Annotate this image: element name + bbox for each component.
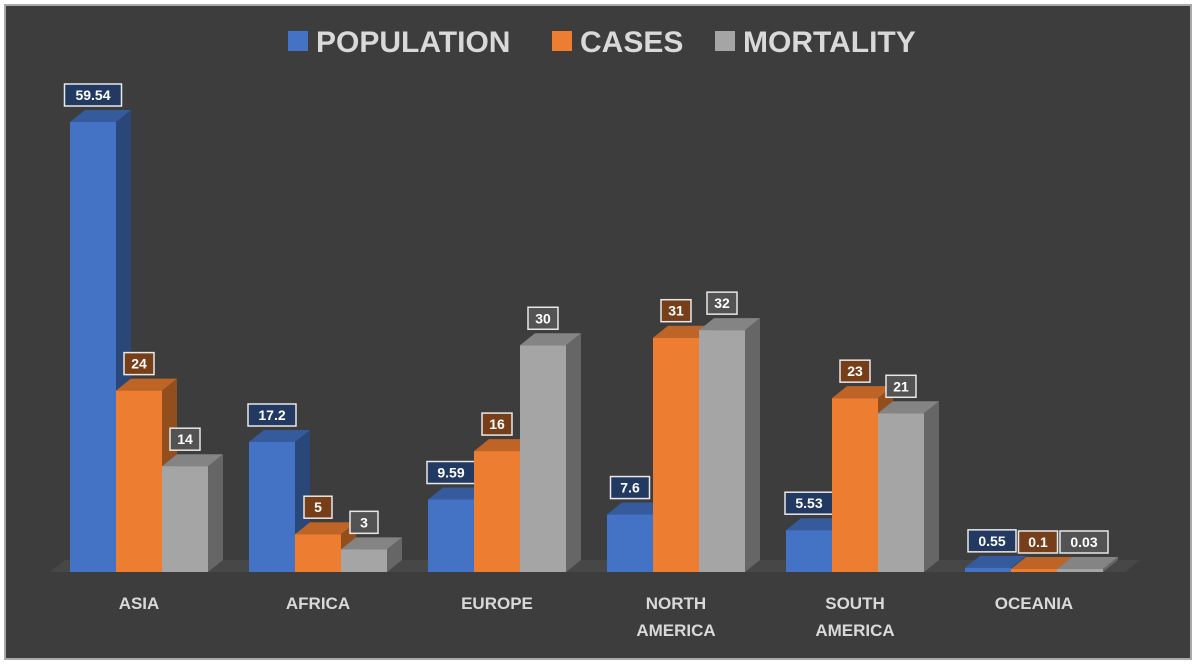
data-label-box-mortality-1 — [349, 510, 379, 535]
bar-top-cases-1 — [295, 522, 356, 535]
data-label-mortality-0: 14 — [177, 431, 193, 447]
data-label-cases-0: 24 — [131, 356, 147, 372]
legend-swatch-population — [288, 31, 308, 51]
data-label-box-mortality-3 — [706, 291, 738, 315]
bar-mortality-3 — [699, 330, 745, 572]
legend-swatch-cases — [552, 31, 572, 51]
bar-cases-1 — [295, 534, 341, 572]
data-label-box-cases-0 — [123, 351, 155, 376]
category-label-4-1: AMERICA — [815, 621, 894, 640]
bar-top-population-5 — [965, 555, 1026, 568]
bar-top-population-1 — [249, 430, 310, 443]
data-label-box-population-1 — [247, 403, 297, 427]
bar-side-mortality-5 — [1103, 557, 1118, 572]
bar-top-mortality-0 — [162, 454, 223, 467]
data-label-box-mortality-2 — [527, 306, 559, 331]
legend-label-cases: CASES — [580, 26, 683, 59]
bar-top-cases-4 — [832, 386, 893, 399]
bar-top-mortality-3 — [699, 318, 760, 331]
data-label-population-2: 9.59 — [437, 465, 464, 481]
bar-top-mortality-4 — [878, 401, 939, 414]
data-label-mortality-3: 32 — [714, 295, 730, 311]
bar-top-mortality-1 — [341, 537, 402, 550]
bar-side-mortality-0 — [208, 454, 223, 572]
data-label-cases-4: 23 — [847, 363, 863, 379]
data-label-box-cases-1 — [303, 495, 333, 519]
data-label-population-4: 5.53 — [795, 495, 822, 511]
bar-side-mortality-3 — [745, 318, 760, 572]
category-label-3-0: NORTH — [646, 594, 706, 613]
bar-side-mortality-1 — [387, 537, 402, 572]
category-label-0-0: ASIA — [119, 594, 160, 613]
data-label-mortality-1: 3 — [360, 514, 368, 530]
data-label-cases-2: 16 — [489, 416, 505, 432]
legend-label-population: POPULATION — [316, 26, 510, 59]
data-label-box-population-5 — [967, 529, 1017, 553]
bar-population-5 — [965, 567, 1011, 572]
bar-population-2 — [428, 499, 474, 572]
data-label-population-5: 0.55 — [978, 533, 1005, 549]
bar-top-cases-2 — [474, 439, 535, 452]
bar-top-population-0 — [70, 110, 131, 122]
bar-top-population-3 — [607, 502, 668, 515]
legend-swatch-mortality — [715, 31, 735, 51]
category-label-2-0: EUROPE — [461, 594, 533, 613]
bar-cases-4 — [832, 398, 878, 572]
data-label-population-3: 7.6 — [620, 480, 640, 496]
category-label-5-0: OCEANIA — [995, 594, 1073, 613]
data-label-mortality-5: 0.03 — [1070, 534, 1097, 550]
category-label-4-0: SOUTH — [825, 594, 885, 613]
bar-mortality-2 — [520, 345, 566, 572]
bar-top-cases-5 — [1011, 557, 1072, 569]
data-label-box-population-3 — [609, 475, 651, 500]
data-label-mortality-4: 21 — [893, 378, 909, 394]
bar-mortality-0 — [162, 466, 208, 572]
bar-top-cases-0 — [116, 378, 177, 391]
bar-population-4 — [786, 530, 832, 572]
data-label-box-cases-3 — [660, 298, 692, 323]
bar-top-mortality-5 — [1057, 557, 1118, 569]
bar-population-1 — [249, 442, 295, 572]
data-label-population-1: 17.2 — [258, 407, 285, 423]
bar-cases-5 — [1011, 569, 1057, 572]
data-label-box-mortality-4 — [885, 374, 917, 399]
bar-top-population-2 — [428, 487, 489, 500]
legend-label-mortality: MORTALITY — [743, 26, 916, 59]
data-label-population-0: 59.54 — [75, 87, 110, 103]
bar-top-cases-3 — [653, 325, 714, 338]
bar-side-mortality-2 — [566, 333, 581, 572]
bar-top-mortality-2 — [520, 333, 581, 346]
category-label-1-0: AFRICA — [286, 594, 350, 613]
data-label-box-mortality-5 — [1059, 530, 1109, 554]
data-label-box-cases-2 — [481, 412, 513, 436]
bar-side-mortality-4 — [924, 401, 939, 572]
data-label-box-mortality-0 — [169, 427, 201, 451]
data-label-box-population-0 — [63, 83, 123, 107]
bar-population-3 — [607, 514, 653, 572]
bar-cases-3 — [653, 337, 699, 572]
bar-cases-2 — [474, 451, 520, 572]
bar-mortality-1 — [341, 549, 387, 572]
bar-mortality-4 — [878, 413, 924, 572]
bar-mortality-5 — [1057, 569, 1103, 572]
bar-top-population-4 — [786, 518, 847, 531]
data-label-mortality-2: 30 — [535, 310, 551, 326]
data-label-box-cases-4 — [839, 359, 871, 383]
bar-population-0 — [70, 122, 116, 572]
data-label-cases-3: 31 — [668, 303, 684, 319]
data-label-cases-5: 0.1 — [1028, 534, 1048, 550]
category-label-3-1: AMERICA — [636, 621, 715, 640]
data-label-cases-1: 5 — [314, 499, 322, 515]
data-label-box-cases-5 — [1017, 530, 1059, 554]
bar-cases-0 — [116, 390, 162, 572]
